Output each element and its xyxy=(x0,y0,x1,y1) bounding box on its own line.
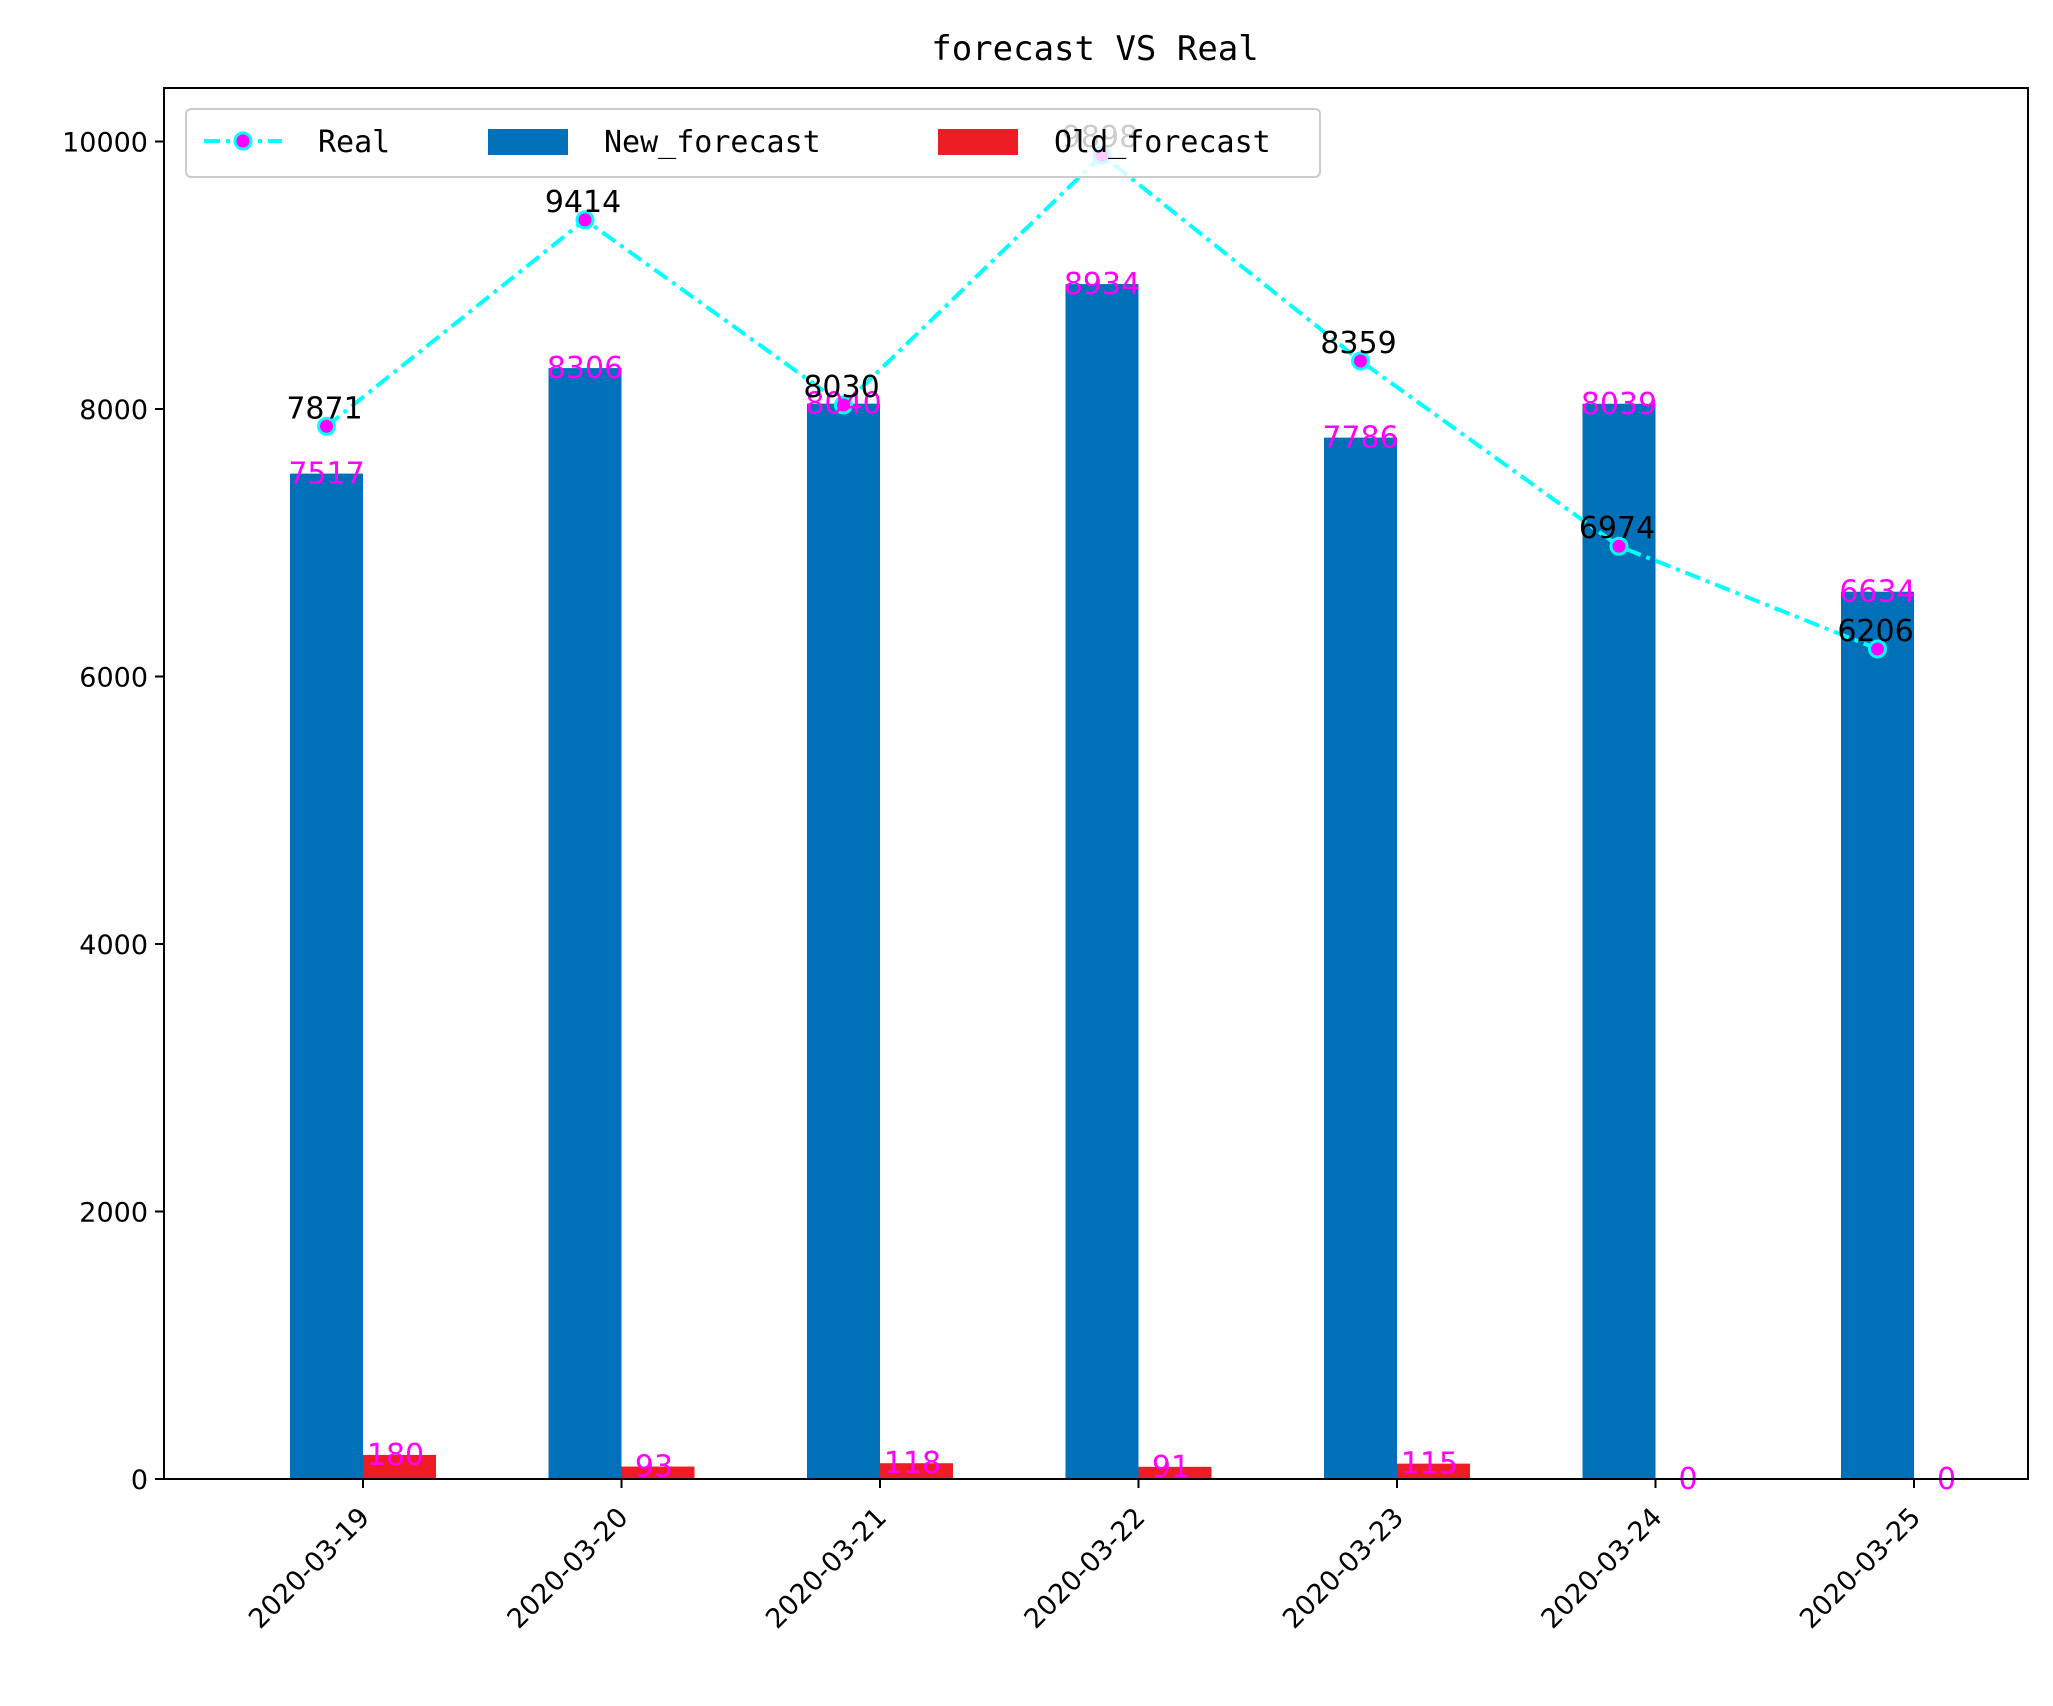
real-point xyxy=(834,395,853,415)
new-forecast-bar xyxy=(1324,437,1397,1479)
legend-real-marker xyxy=(233,131,253,151)
old-forecast-bar xyxy=(1397,1463,1470,1479)
y-tick-label: 6000 xyxy=(79,663,148,694)
new-forecast-label: 8040 xyxy=(805,387,881,422)
new-forecast-label: 7786 xyxy=(1322,421,1398,456)
new-forecast-bar xyxy=(1065,284,1139,1479)
real-label: 8359 xyxy=(1320,326,1396,361)
real-label: 7871 xyxy=(286,391,362,426)
new-forecast-bar xyxy=(548,368,622,1479)
x-tick-label: 2020-03-23 xyxy=(1277,1502,1410,1635)
new-forecast-label: 8306 xyxy=(547,351,623,386)
new-forecast-bar xyxy=(1582,403,1656,1480)
old-forecast-label: 118 xyxy=(884,1446,941,1481)
new-forecast-bar xyxy=(807,403,880,1479)
chart-title: forecast VS Real xyxy=(931,29,1259,69)
y-tick-label: 10000 xyxy=(62,128,148,159)
old-forecast-bar xyxy=(880,1463,953,1479)
legend: Real New_forecast Old_forecast xyxy=(185,108,1321,178)
real-label: 6974 xyxy=(1579,511,1655,546)
x-tick-label: 2020-03-25 xyxy=(1794,1502,1927,1635)
old-forecast-label: 180 xyxy=(367,1438,424,1473)
legend-new-forecast-swatch xyxy=(488,129,568,155)
new-forecast-bar xyxy=(290,473,363,1479)
real-label: 6206 xyxy=(1837,614,1913,649)
x-tick-label: 2020-03-20 xyxy=(502,1502,635,1635)
new-forecast-label: 6634 xyxy=(1839,575,1915,610)
old-forecast-bar xyxy=(621,1466,695,1479)
x-tick-label: 2020-03-22 xyxy=(1019,1502,1152,1635)
new-forecast-label: 7517 xyxy=(288,457,364,492)
y-tick-label: 4000 xyxy=(79,930,148,961)
real-point xyxy=(1609,536,1629,556)
y-tick-label: 0 xyxy=(131,1465,148,1496)
new-forecast-label: 8039 xyxy=(1581,387,1657,422)
real-point xyxy=(317,416,336,436)
y-axis: 0 2000 4000 6000 8000 10000 xyxy=(62,128,164,1496)
real-point xyxy=(1868,639,1887,659)
legend-old-forecast-label: Old_forecast xyxy=(1054,125,1271,160)
x-tick-label: 2020-03-24 xyxy=(1536,1502,1669,1635)
x-tick-label: 2020-03-19 xyxy=(243,1502,376,1635)
legend-new-forecast-label: New_forecast xyxy=(604,125,821,160)
y-tick-label: 8000 xyxy=(79,395,148,426)
real-label: 8030 xyxy=(803,370,879,405)
old-forecast-bar xyxy=(363,1454,436,1479)
real-point xyxy=(1351,351,1370,371)
real-point xyxy=(575,210,595,230)
legend-old-forecast-swatch xyxy=(938,129,1018,155)
y-tick-label: 2000 xyxy=(79,1198,148,1229)
legend-real-label: Real xyxy=(318,125,390,160)
line-layer xyxy=(317,145,1887,659)
old-forecast-bar xyxy=(1138,1466,1212,1479)
real-label: 9414 xyxy=(545,185,621,220)
old-forecast-label: 115 xyxy=(1401,1447,1458,1482)
x-tick-label: 2020-03-21 xyxy=(760,1502,893,1635)
legend-frame xyxy=(185,108,1321,178)
bars-layer xyxy=(290,284,1914,1480)
plot-frame xyxy=(163,87,2029,1480)
new-forecast-bar xyxy=(1841,591,1914,1479)
data-labels-layer: 7517180787183069394148040118803089349198… xyxy=(286,120,1956,1497)
new-forecast-label: 8934 xyxy=(1064,267,1140,302)
x-axis: 2020-03-19 2020-03-20 2020-03-21 2020-03-22… xyxy=(243,1479,1927,1635)
